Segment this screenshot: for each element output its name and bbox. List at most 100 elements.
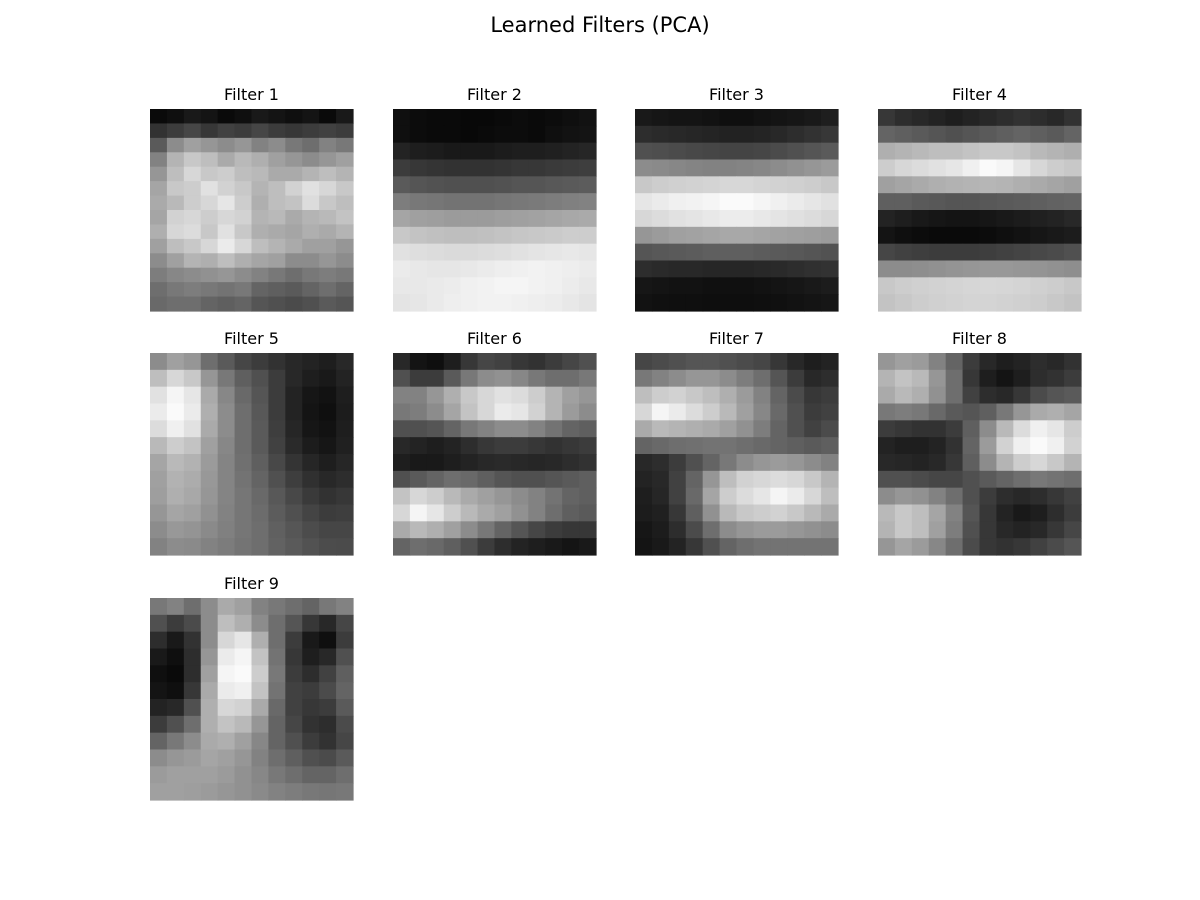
heatmap-cell <box>336 631 354 650</box>
heatmap-cell <box>753 437 771 455</box>
heatmap-cell <box>200 665 219 683</box>
heatmap-cell <box>285 181 303 197</box>
heatmap-cell <box>336 181 354 197</box>
heatmap-cell <box>336 648 354 666</box>
heatmap-cell <box>1047 109 1065 127</box>
heatmap-cell <box>477 260 496 278</box>
heatmap-cell <box>685 210 704 228</box>
heatmap-cell <box>183 282 202 298</box>
heatmap-cell <box>1064 260 1082 278</box>
heatmap-cell <box>821 260 839 278</box>
heatmap-cell <box>651 176 670 194</box>
heatmap-cell <box>200 749 219 767</box>
heatmap-cell <box>770 226 788 245</box>
heatmap-cell <box>528 277 546 295</box>
heatmap-cell <box>200 504 219 522</box>
heatmap-cell <box>251 181 270 197</box>
heatmap-cell <box>770 386 788 405</box>
heatmap-cell <box>393 369 411 388</box>
heatmap-cell <box>996 437 1014 455</box>
heatmap-cell <box>183 166 202 182</box>
heatmap-cell <box>1047 487 1065 506</box>
heatmap-cell <box>393 294 411 312</box>
heatmap-cell <box>1013 294 1031 312</box>
heatmap-cell <box>200 487 219 506</box>
heatmap-cell <box>183 648 202 666</box>
heatmap-cell <box>1064 386 1082 405</box>
heatmap-cell <box>1064 142 1082 161</box>
heatmap-cell <box>736 353 755 371</box>
heatmap-cell <box>928 470 947 489</box>
heatmap-cell <box>770 454 788 472</box>
heatmap-cell <box>166 353 185 371</box>
heatmap-cell <box>511 369 529 388</box>
heatmap-cell <box>962 125 981 144</box>
heatmap-cell <box>477 420 496 438</box>
heatmap-cell <box>234 137 253 153</box>
heatmap-cell <box>719 109 738 127</box>
heatmap-cell <box>319 504 337 522</box>
heatmap-cell <box>911 226 930 245</box>
heatmap-cell <box>878 369 896 388</box>
heatmap-cell <box>979 353 998 371</box>
heatmap-cell <box>804 454 822 472</box>
heatmap-cell <box>562 142 580 161</box>
heatmap-cell <box>979 226 998 245</box>
heatmap-cell <box>528 226 546 245</box>
heatmap-cell <box>685 420 704 438</box>
heatmap-cell <box>336 766 354 784</box>
heatmap-cell <box>945 226 964 245</box>
heatmap-cell <box>285 665 303 683</box>
heatmap-cell <box>511 353 529 371</box>
heatmap-cell <box>702 260 721 278</box>
heatmap-cell <box>1064 487 1082 506</box>
heatmap-cell <box>528 294 546 312</box>
heatmap-cell <box>268 682 286 700</box>
heatmap-cell <box>894 260 913 278</box>
heatmap-cell <box>945 487 964 506</box>
heatmap-cell <box>804 125 822 144</box>
heatmap-cell <box>268 766 286 784</box>
heatmap-cell <box>787 386 805 405</box>
heatmap-cell <box>285 353 303 371</box>
heatmap-cell <box>217 353 236 371</box>
heatmap-cell <box>1064 470 1082 489</box>
heatmap-cell <box>511 142 529 161</box>
heatmap-cell <box>685 454 704 472</box>
heatmap-cell <box>878 353 896 371</box>
heatmap-cell <box>787 243 805 262</box>
heatmap-cell <box>1047 369 1065 388</box>
heatmap-cell <box>702 226 721 245</box>
heatmap-cell <box>911 125 930 144</box>
heatmap-cell <box>1047 125 1065 144</box>
heatmap-cell <box>719 487 738 506</box>
filter-title: Filter 6 <box>467 329 522 348</box>
heatmap-cell <box>528 437 546 455</box>
heatmap-cell <box>183 137 202 153</box>
heatmap-cell <box>217 420 236 438</box>
heatmap-cell <box>635 142 653 161</box>
heatmap-cell <box>651 369 670 388</box>
heatmap-cell <box>962 294 981 312</box>
heatmap-cell <box>635 109 653 127</box>
heatmap-cell <box>150 504 168 522</box>
heatmap-cell <box>1013 369 1031 388</box>
heatmap-cell <box>285 699 303 717</box>
heatmap-cell <box>719 538 738 556</box>
heatmap-cell <box>460 226 479 245</box>
heatmap-cell <box>668 353 687 371</box>
heatmap-cell <box>217 137 236 153</box>
heatmap-cell <box>302 732 320 751</box>
heatmap-cell <box>579 176 597 194</box>
heatmap-cell <box>945 277 964 295</box>
heatmap-cell <box>878 277 896 295</box>
heatmap-cell <box>651 109 670 127</box>
heatmap-cell <box>251 665 270 683</box>
heatmap-cell <box>787 504 805 522</box>
heatmap-cell <box>336 109 354 125</box>
heatmap-cell <box>166 437 185 455</box>
heatmap-cell <box>702 538 721 556</box>
heatmap-cell <box>150 631 168 650</box>
heatmap-cell <box>319 598 337 616</box>
heatmap-cell <box>945 470 964 489</box>
